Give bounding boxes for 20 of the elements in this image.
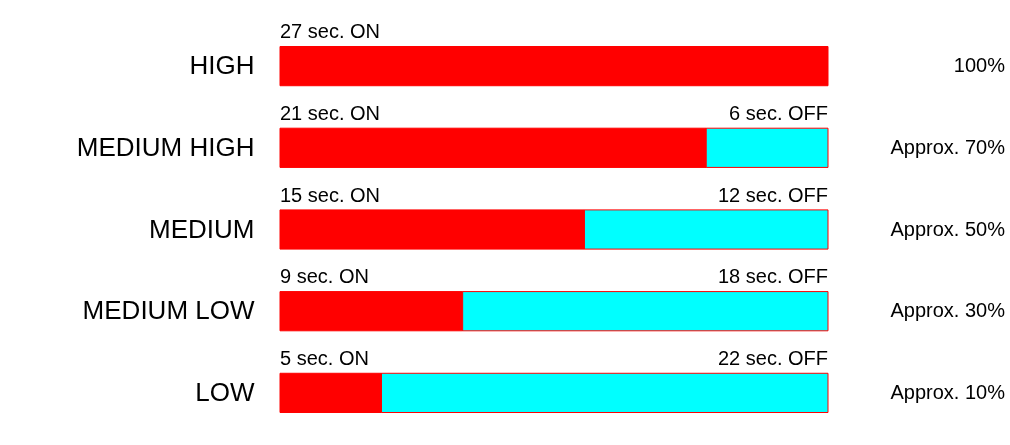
text: Approx. 30%	[890, 299, 1006, 322]
data-label: 21 sec. ON	[280, 101, 381, 124]
data-label: 9 sec. ON	[280, 265, 369, 288]
y-tick-label: HIGH	[189, 50, 255, 81]
y-tick-label: MEDIUM LOW	[82, 295, 255, 326]
data-label: 27 sec. ON	[280, 20, 381, 43]
data-label: 22 sec. OFF	[717, 346, 828, 369]
y-tick-label: LOW	[195, 376, 255, 407]
bar	[279, 46, 829, 87]
data-label: 12 sec. OFF	[717, 183, 828, 206]
text: 100%	[953, 54, 1006, 77]
y-tick-label: MEDIUM HIGH	[76, 131, 255, 162]
data-label: 18 sec. OFF	[717, 265, 828, 288]
text: Approx. 10%	[890, 380, 1006, 403]
data-label: 6 sec. OFF	[729, 101, 828, 124]
text: Approx. 70%	[890, 135, 1006, 158]
data-label: 15 sec. ON	[280, 183, 381, 206]
text: Approx. 50%	[890, 217, 1006, 240]
data-label: 5 sec. ON	[280, 346, 369, 369]
y-tick-label: MEDIUM	[149, 213, 255, 244]
